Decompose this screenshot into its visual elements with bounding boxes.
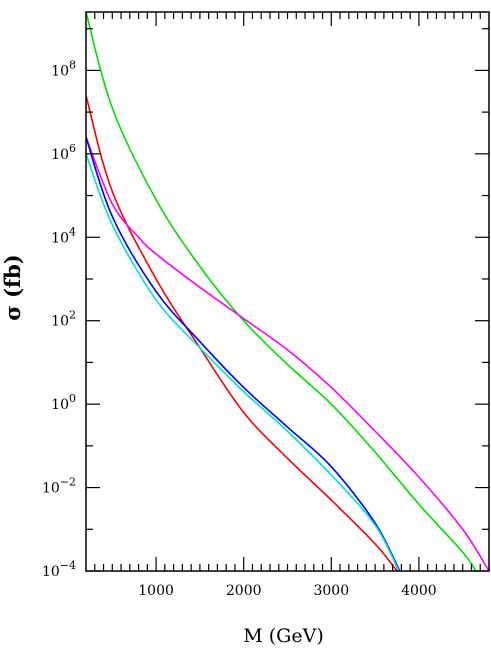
x-tick-label: 3000 — [313, 583, 349, 599]
y-tick-label: 10−4 — [42, 559, 76, 580]
x-tick-label: 1000 — [138, 583, 174, 599]
series-line-3 — [86, 136, 489, 571]
ticks-layer: 1000 2000 3000 4000 10−4 10−2 100 102 104 106 108 — [42, 12, 489, 599]
x-tick-label: 2000 — [226, 583, 262, 599]
y-tick-label: 102 — [51, 309, 76, 330]
y-tick-label: 106 — [51, 142, 76, 163]
series-line-5 — [86, 153, 400, 571]
x-axis-label: M (GeV) — [243, 625, 323, 647]
y-tick-label: 104 — [51, 225, 76, 246]
y-tick-label: 10−2 — [42, 476, 76, 497]
series-line-1 — [86, 12, 477, 571]
y-tick-label: 100 — [51, 392, 76, 413]
series-line-4 — [86, 136, 401, 571]
x-tick-label: 4000 — [401, 583, 437, 599]
series-line-2 — [86, 95, 398, 571]
series-layer — [86, 12, 489, 571]
y-tick-label: 108 — [51, 58, 76, 79]
y-axis-label: σ (fb) — [0, 254, 25, 320]
